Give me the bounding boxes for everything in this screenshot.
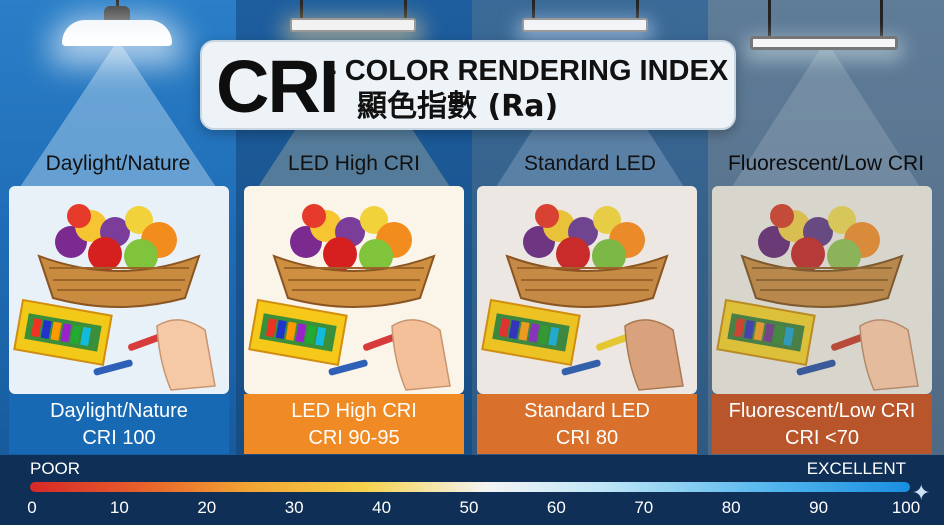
scale-tick: 60 xyxy=(546,498,566,517)
panel-light-icon xyxy=(522,18,648,32)
hand-icon xyxy=(156,319,216,391)
illustration-card-fluorescent xyxy=(712,186,932,394)
scale-tick: 90 xyxy=(809,498,829,517)
illustration-card-standard-led xyxy=(477,186,697,394)
scale-tick: 100 xyxy=(891,498,921,517)
caption-title: LED High CRI xyxy=(291,400,417,422)
lamp-cord xyxy=(768,0,771,36)
sparkle-icon: ✦ xyxy=(912,480,931,505)
lamp-cord xyxy=(532,0,535,18)
hand-icon xyxy=(624,319,684,391)
illustration-card-led-high xyxy=(244,186,464,394)
light-beam xyxy=(730,40,922,190)
caption-standard-led: Standard LED CRI 80 xyxy=(477,394,697,454)
title-banner: CRI - COLOR RENDERING INDEX 顯色指數 (Ra) xyxy=(200,40,736,130)
title-subtitle: - COLOR RENDERING INDEX xyxy=(327,55,729,87)
fruit-basket-icon xyxy=(248,204,451,391)
column-label-standard-led: Standard LED xyxy=(524,152,656,175)
title-main: CRI xyxy=(216,45,339,128)
caption-cri: CRI <70 xyxy=(785,427,859,449)
caption-daylight: Daylight/Nature CRI 100 xyxy=(9,394,229,454)
illustration-card-daylight xyxy=(9,186,229,394)
scale-tick: 70 xyxy=(634,498,654,517)
lamp-cord xyxy=(300,0,303,18)
scale-tick: 10 xyxy=(109,498,129,517)
scale-poor-label: POOR xyxy=(30,459,81,478)
scale-tick: 30 xyxy=(284,498,304,517)
fluorescent-tube-icon xyxy=(750,36,898,50)
caption-cri: CRI 100 xyxy=(82,427,156,449)
hand-icon xyxy=(391,319,451,391)
light-beam xyxy=(18,40,218,190)
scale-gradient xyxy=(30,482,910,492)
caption-title: Standard LED xyxy=(524,400,650,422)
pendant-lamp-icon xyxy=(62,20,172,46)
title-chinese: 顯色指數 (Ra) xyxy=(357,89,559,124)
panel-light-icon xyxy=(290,18,416,32)
caption-title: Fluorescent/Low CRI xyxy=(728,400,916,422)
column-label-led-high: LED High CRI xyxy=(288,152,420,175)
caption-led-high: LED High CRI CRI 90-95 xyxy=(244,394,464,454)
caption-cri: CRI 90-95 xyxy=(308,427,400,449)
column-label-daylight: Daylight/Nature xyxy=(45,152,191,175)
column-label-fluorescent: Fluorescent/Low CRI xyxy=(727,152,925,175)
scale-tick: 50 xyxy=(459,498,479,517)
caption-title: Daylight/Nature xyxy=(50,400,188,422)
scale-tick: 80 xyxy=(721,498,741,517)
scale-tick: 20 xyxy=(197,498,217,517)
scale-excellent-label: EXCELLENT xyxy=(806,459,906,478)
fruit-basket-icon xyxy=(716,204,919,391)
lamp-cord xyxy=(116,0,119,10)
lamp-cord xyxy=(404,0,407,18)
caption-fluorescent: Fluorescent/Low CRI CRI <70 xyxy=(712,394,932,454)
scale-tick: 0 xyxy=(27,498,37,517)
fruit-basket-icon xyxy=(481,204,684,391)
lamp-cord xyxy=(880,0,883,36)
pendant-lamp-icon xyxy=(104,6,130,22)
fruit-basket-icon xyxy=(13,204,216,391)
lamp-cord xyxy=(636,0,639,18)
caption-cri: CRI 80 xyxy=(555,427,619,449)
scale-tick: 40 xyxy=(372,498,392,517)
hand-icon xyxy=(859,319,919,391)
